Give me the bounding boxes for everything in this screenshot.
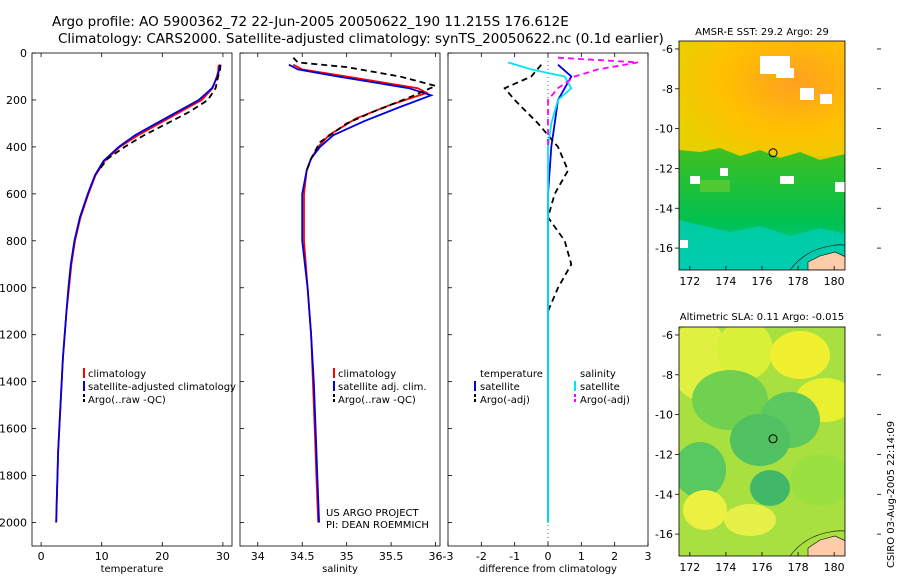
legend-label: Argo(..raw -QC) bbox=[88, 395, 166, 406]
x-axis-label: salinity bbox=[322, 564, 358, 575]
annotation-text: US ARGO PROJECT bbox=[326, 508, 420, 519]
map-y-tick-label: -14 bbox=[655, 488, 673, 501]
legend-label: climatology bbox=[338, 369, 396, 380]
x-tick-label: 30 bbox=[216, 550, 230, 563]
y-tick-label: 600 bbox=[6, 188, 27, 201]
map-x-tick-label: 180 bbox=[824, 275, 845, 288]
series-line bbox=[292, 63, 429, 523]
y-tick-label: 1600 bbox=[0, 423, 27, 436]
legend-label: climatology bbox=[88, 369, 146, 380]
map-y-tick-label: -10 bbox=[655, 409, 673, 422]
legend-label: satellite bbox=[580, 382, 620, 393]
x-tick-label: 1 bbox=[578, 550, 585, 563]
series-line bbox=[547, 64, 573, 523]
legend-label: satellite-adjusted climatology bbox=[88, 382, 236, 393]
x-tick-label: -2 bbox=[476, 550, 487, 563]
difference-profile-panel: -3 -2 -1 0 1 2 3 difference from climatology tem… bbox=[443, 52, 652, 575]
map-y-tick-label: -6 bbox=[662, 329, 673, 342]
sst-map-panel: AMSR-E SST: 29.2 Argo: 29 172 174 176 178 18… bbox=[655, 27, 881, 288]
map-x-tick-label: 180 bbox=[824, 561, 845, 574]
map-x-tick-label: 176 bbox=[752, 275, 773, 288]
sla-map-panel: Altimetric SLA: 0.11 Argo: -0.015 172 174… bbox=[655, 312, 881, 574]
salinity-profile-panel: 34 34.5 35 35.5 36 salinity climatology satelli… bbox=[239, 52, 443, 575]
series-line bbox=[55, 64, 221, 523]
y-tick-label: 2000 bbox=[0, 517, 27, 530]
x-tick-label: 20 bbox=[155, 550, 169, 563]
map-x-tick-label: 178 bbox=[788, 561, 809, 574]
series-line bbox=[288, 63, 434, 523]
csiro-timestamp: CSIRO 03-Aug-2005 22:14:09 bbox=[886, 421, 897, 568]
series-line bbox=[97, 64, 222, 171]
legend-label: satellite bbox=[480, 382, 520, 393]
sla-map-title: Altimetric SLA: 0.11 Argo: -0.015 bbox=[680, 312, 845, 323]
series-line bbox=[547, 56, 639, 147]
x-tick-label: 10 bbox=[95, 550, 109, 563]
map-y-tick-label: -8 bbox=[662, 83, 673, 96]
legend-label: temperature bbox=[480, 369, 543, 380]
map-y-tick-label: -12 bbox=[655, 162, 673, 175]
x-tick-label: 0 bbox=[545, 550, 552, 563]
legend-label: Argo(-adj) bbox=[580, 395, 630, 406]
x-tick-label: 3 bbox=[645, 550, 652, 563]
y-tick-label: 400 bbox=[6, 141, 27, 154]
map-x-tick-label: 178 bbox=[788, 275, 809, 288]
map-y-tick-label: -14 bbox=[655, 202, 673, 215]
sst-map-field bbox=[679, 41, 845, 270]
y-tick-label: 1000 bbox=[0, 282, 27, 295]
series-line bbox=[507, 61, 573, 523]
series-line bbox=[292, 57, 439, 171]
y-tick-label: 1400 bbox=[0, 376, 27, 389]
sst-profile-marker bbox=[768, 148, 778, 158]
map-y-tick-label: -10 bbox=[655, 123, 673, 136]
map-y-tick-label: -16 bbox=[655, 528, 673, 541]
map-y-tick-label: -12 bbox=[655, 448, 673, 461]
x-axis-label: difference from climatology bbox=[479, 564, 617, 575]
map-x-tick-label: 172 bbox=[679, 275, 700, 288]
annotation-text: PI: DEAN ROEMMICH bbox=[326, 520, 429, 531]
legend-label: Argo(..raw -QC) bbox=[338, 395, 416, 406]
map-x-tick-label: 176 bbox=[752, 561, 773, 574]
x-tick-label: 35 bbox=[340, 550, 354, 563]
map-y-tick-label: -16 bbox=[655, 242, 673, 255]
header-line-1: Argo profile: AO 5900362_72 22-Jun-2005 … bbox=[52, 14, 569, 30]
sla-profile-marker bbox=[768, 434, 778, 444]
map-x-tick-label: 174 bbox=[715, 561, 736, 574]
header-line-2: Climatology: CARS2000. Satellite-adjuste… bbox=[58, 31, 664, 47]
map-x-tick-label: 174 bbox=[715, 275, 736, 288]
x-tick-label: 34.5 bbox=[290, 550, 315, 563]
plot-frame bbox=[239, 52, 441, 547]
legend-label: Argo(-adj) bbox=[480, 395, 530, 406]
x-axis-label: temperature bbox=[101, 564, 164, 575]
x-tick-label: 34 bbox=[251, 550, 265, 563]
map-y-tick-label: -6 bbox=[662, 43, 673, 56]
x-tick-label: 2 bbox=[611, 550, 618, 563]
y-tick-label: 0 bbox=[20, 47, 27, 60]
series-line bbox=[503, 64, 573, 312]
x-tick-label: -1 bbox=[509, 550, 520, 563]
map-x-tick-label: 172 bbox=[679, 561, 700, 574]
sst-map-title: AMSR-E SST: 29.2 Argo: 29 bbox=[695, 27, 829, 38]
y-tick-label: 1800 bbox=[0, 470, 27, 483]
legend-label: salinity bbox=[580, 369, 616, 380]
y-tick-label: 200 bbox=[6, 94, 27, 107]
map-y-tick-label: -8 bbox=[662, 369, 673, 382]
x-tick-label: -3 bbox=[443, 550, 454, 563]
plot-frame bbox=[31, 52, 233, 547]
y-tick-label: 800 bbox=[6, 235, 27, 248]
y-tick-label: 1200 bbox=[0, 329, 27, 342]
temperature-profile-panel: 0 10 20 30 temperature 0 200 400 600 800 1000 1200 1… bbox=[0, 47, 236, 575]
sla-map-field bbox=[679, 327, 845, 556]
x-tick-label: 35.5 bbox=[379, 550, 404, 563]
x-tick-label: 0 bbox=[38, 550, 45, 563]
x-tick-label: 36 bbox=[429, 550, 443, 563]
legend-label: satellite adj. clim. bbox=[338, 382, 427, 393]
